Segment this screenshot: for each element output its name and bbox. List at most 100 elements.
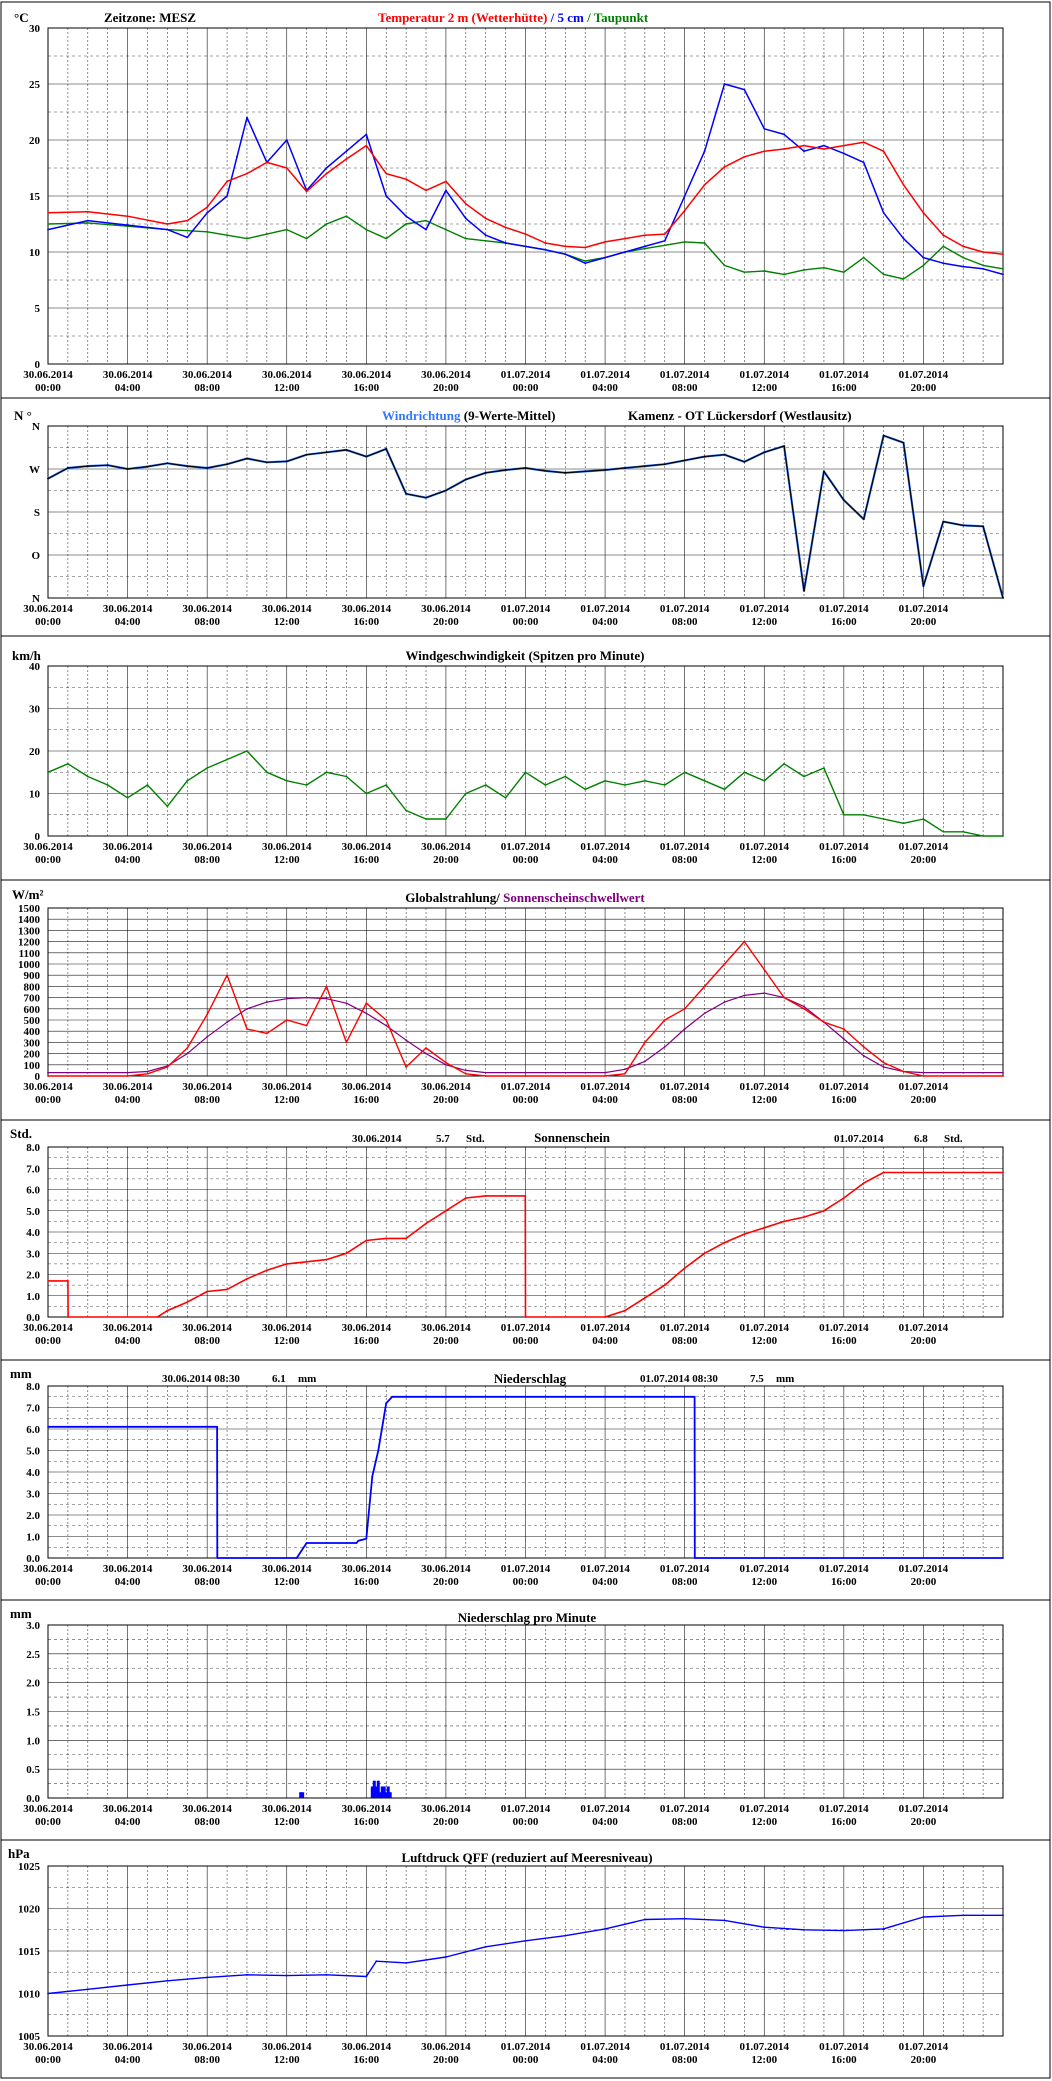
series-sunshine-point: [723, 1241, 726, 1244]
x-tick-date: 01.07.2014: [580, 2041, 630, 2053]
y-tick-label: 7.0: [26, 1163, 40, 1175]
series-pressure-point: [604, 1928, 606, 1930]
series-dewpoint-point: [1002, 267, 1004, 270]
series-temp-2m-point: [862, 141, 865, 144]
series-temp-2m: [47, 141, 1004, 255]
series-sunshine-point: [643, 1296, 646, 1299]
series-dewpoint-point: [723, 264, 726, 267]
series-wind-speed-point: [564, 775, 567, 778]
series-wind-speed-point: [186, 779, 189, 782]
series-temp-5cm-point: [942, 262, 945, 265]
x-tick-time: 20:00: [433, 854, 459, 866]
series-temp-2m-point: [823, 148, 825, 150]
series-global-radiation-point: [922, 1075, 925, 1077]
series-sunshine-point: [425, 1222, 427, 1225]
sunshine-day2-date: 01.07.2014: [834, 1133, 884, 1145]
y-tick-label: 1000: [18, 959, 41, 971]
series-global-radiation-point: [604, 1075, 606, 1077]
series-dewpoint-point: [405, 223, 408, 225]
x-tick-date: 01.07.2014: [501, 369, 551, 381]
x-tick-time: 16:00: [831, 1094, 857, 1106]
x-tick-time: 08:00: [672, 854, 698, 866]
x-tick-date: 30.06.2014: [421, 2041, 471, 2053]
series-wind-speed-point: [265, 771, 268, 774]
series-global-radiation-point: [285, 1019, 288, 1021]
x-tick-time: 00:00: [35, 1816, 61, 1828]
series-temp-2m-point: [624, 237, 626, 240]
series-temp-2m-point: [425, 189, 427, 192]
y-tick-label: O: [31, 550, 40, 562]
x-tick-date: 30.06.2014: [342, 1081, 392, 1093]
wind-direction-title-part: (9-Werte-Mittel): [461, 408, 556, 423]
x-tick-time: 00:00: [513, 854, 539, 866]
y-tick-label: 2.0: [26, 1678, 40, 1690]
y-tick-label: 0: [35, 1071, 41, 1083]
series-pressure-point: [643, 1918, 646, 1921]
series-precipitation-point: [216, 1557, 219, 1559]
series-temp-2m-point: [803, 144, 805, 147]
x-tick-time: 16:00: [831, 1335, 857, 1347]
series-wind-speed-point: [862, 813, 865, 816]
x-tick-date: 30.06.2014: [103, 1803, 153, 1815]
series-temp-5cm-point: [584, 262, 587, 265]
x-tick-date: 01.07.2014: [501, 1803, 551, 1815]
x-tick-time: 20:00: [433, 382, 459, 394]
series-temp-2m-point: [305, 190, 308, 193]
series-temp-2m-point: [643, 234, 646, 237]
x-tick-date: 30.06.2014: [421, 1803, 471, 1815]
pressure-title: Luftdruck QFF (reduziert auf Meeresnivea…: [401, 1850, 652, 1865]
series-sunshine-threshold-point: [862, 1054, 865, 1057]
x-tick-date: 30.06.2014: [421, 841, 471, 853]
y-tick-label: 8.0: [26, 1381, 40, 1393]
series-temp-2m-point: [405, 178, 408, 181]
series-wind-direction-mean-point: [962, 524, 965, 527]
series-temp-5cm-point: [226, 195, 228, 197]
series-wind-speed-point: [425, 818, 427, 820]
x-tick-time: 04:00: [592, 2054, 618, 2066]
series-wind-speed-point: [584, 788, 587, 791]
series-wind-speed-point: [524, 771, 527, 774]
series-global-radiation-point: [803, 1007, 805, 1010]
series-wind-direction-mean-point: [265, 461, 268, 464]
series-temp-2m-point: [962, 245, 965, 248]
x-tick-date: 01.07.2014: [899, 1563, 949, 1575]
series-sunshine-threshold-point: [922, 1071, 925, 1074]
y-tick-label: 1.0: [26, 1735, 40, 1747]
x-tick-time: 08:00: [194, 1094, 220, 1106]
series-temp-5cm-point: [962, 265, 965, 268]
x-tick-date: 30.06.2014: [421, 1081, 471, 1093]
x-tick-date: 30.06.2014: [182, 2041, 232, 2053]
series-temp-2m-point: [544, 242, 547, 244]
y-tick-label: 15: [29, 191, 41, 203]
series-pressure-point: [405, 1962, 408, 1964]
x-tick-date: 01.07.2014: [740, 1563, 790, 1575]
series-wind-speed-point: [842, 813, 845, 816]
x-tick-date: 01.07.2014: [740, 1081, 790, 1093]
series-pressure-point: [842, 1929, 845, 1932]
series-wind-speed-point: [743, 771, 746, 774]
series-sunshine-threshold-point: [484, 1071, 487, 1074]
x-tick-time: 00:00: [35, 854, 61, 866]
series-wind-speed-point: [385, 784, 388, 786]
x-tick-date: 01.07.2014: [740, 603, 790, 615]
y-tick-label: 2.5: [26, 1649, 40, 1661]
series-global-radiation-point: [882, 1061, 885, 1064]
x-tick-date: 01.07.2014: [819, 1563, 869, 1575]
series-dewpoint-point: [962, 256, 965, 259]
x-tick-date: 01.07.2014: [501, 841, 551, 853]
y-tick-label: 5.0: [26, 1446, 40, 1458]
x-tick-time: 12:00: [751, 1816, 777, 1828]
x-tick-date: 01.07.2014: [580, 1081, 630, 1093]
x-tick-date: 01.07.2014: [501, 2041, 551, 2053]
y-tick-label: 1025: [18, 1861, 41, 1873]
x-tick-date: 01.07.2014: [580, 369, 630, 381]
series-global-radiation-point: [464, 1072, 467, 1075]
series-temp-5cm-point: [544, 248, 547, 251]
y-tick-label: 0: [35, 359, 41, 371]
series-global-radiation-point: [703, 985, 706, 988]
series-sunshine-point: [385, 1237, 388, 1240]
series-sunshine: [48, 1171, 1003, 1318]
series-sunshine-point: [604, 1316, 606, 1318]
series-wind-direction-mean-point: [882, 434, 885, 437]
y-tick-label: 300: [24, 1037, 41, 1049]
